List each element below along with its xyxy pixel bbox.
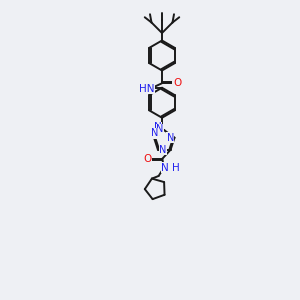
Text: N H: N H [161,163,180,173]
Text: O: O [173,78,181,88]
Text: N: N [156,124,164,134]
Text: N: N [154,122,161,133]
Text: N: N [159,145,166,155]
Text: N: N [167,133,174,143]
Text: HN: HN [139,83,155,94]
Text: N: N [151,128,158,139]
Text: O: O [143,154,152,164]
